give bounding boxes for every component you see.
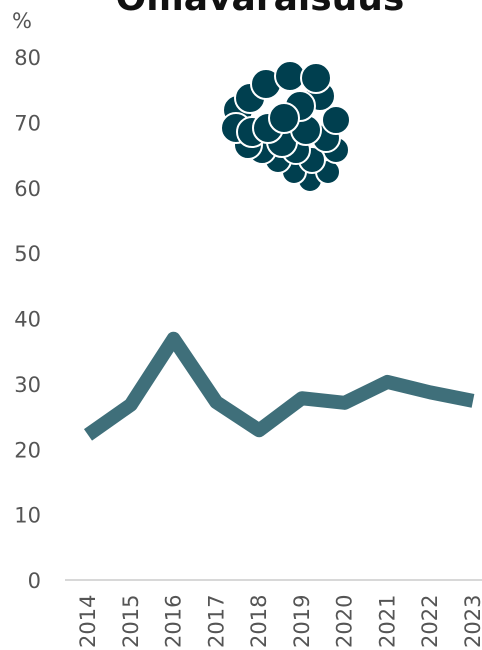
- y-tick-label: 50: [14, 242, 41, 266]
- y-tick-label: 80: [14, 46, 41, 70]
- x-tick-label: 2015: [119, 595, 143, 648]
- x-tick-label: 2020: [333, 595, 357, 648]
- x-tick-label: 2017: [204, 595, 228, 648]
- y-tick-label: 40: [14, 308, 41, 332]
- x-tick-label: 2014: [76, 595, 100, 648]
- y-tick-label: 70: [14, 111, 41, 135]
- y-tick-label: 60: [14, 177, 41, 201]
- y-tick-label: 20: [14, 438, 41, 462]
- x-tick-label: 2019: [290, 595, 314, 648]
- y-tick-label: 10: [14, 504, 41, 528]
- y-tick-label: 30: [14, 373, 41, 397]
- y-tick-label: 0: [28, 569, 41, 593]
- chart-title: Omavaraisuus: [116, 0, 405, 19]
- x-tick-label: 2022: [418, 595, 442, 648]
- logo: [220, 60, 351, 193]
- x-tick-label: 2016: [162, 595, 186, 648]
- y-axis-label: %: [12, 9, 32, 33]
- x-tick-label: 2021: [375, 595, 399, 648]
- data-line: [83, 331, 475, 441]
- x-tick-label: 2018: [247, 595, 271, 648]
- x-tick-label: 2023: [461, 595, 482, 648]
